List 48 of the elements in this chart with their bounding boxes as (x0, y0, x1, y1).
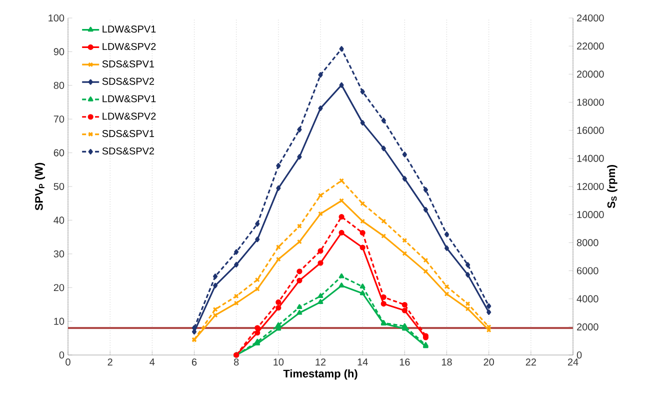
x-tick-label: 18 (442, 358, 452, 366)
y2-tick-label: 14000 (577, 154, 604, 162)
x-tick-label: 16 (400, 358, 410, 366)
y2-tick-label: 2000 (577, 323, 598, 330)
x-tick-label: 8 (234, 358, 239, 366)
legend-label: SDS&SPV2 (102, 78, 154, 85)
y2-tick-label: 20000 (577, 70, 604, 78)
y2-tick-label: 6000 (577, 267, 598, 274)
y-tick-label: 60 (54, 149, 64, 156)
y-tick-label: 20 (54, 284, 64, 292)
y-tick-label: 70 (54, 116, 64, 123)
x-tick-label: 20 (484, 358, 494, 366)
x-tick-label: 12 (316, 358, 326, 366)
x-tick-label: 10 (274, 358, 284, 366)
y-tick-label: 80 (54, 82, 64, 89)
legend-label: LDW&SPV1 (102, 26, 156, 33)
y-tick-label: 50 (54, 182, 64, 190)
x-tick-label: 0 (66, 358, 70, 366)
y-tick-label: 90 (54, 48, 64, 56)
legend-label: SDS&SPV1 (102, 130, 154, 138)
legend-label: SDS&SPV1 (102, 60, 154, 68)
y2-tick-label: 0 (576, 351, 582, 359)
y-tick-label: 0 (59, 351, 64, 359)
x-tick-label: 4 (150, 358, 155, 366)
y2-tick-label: 10000 (577, 211, 604, 218)
y2-tick-label: 4000 (576, 295, 598, 302)
x-tick-label: 22 (526, 358, 536, 366)
legend-label: LDW&SPV2 (102, 112, 156, 120)
legend-label: LDW&SPV2 (102, 42, 156, 50)
x-axis-title: Timestamp (h) (283, 369, 358, 380)
x-tick-label: 24 (568, 358, 578, 366)
y-tick-label: 100 (48, 14, 64, 22)
y2-tick-label: 22000 (577, 42, 604, 50)
y-axis-title: SPV$_{P}$ (W) (34, 162, 45, 210)
y-tick-label: 30 (54, 250, 64, 258)
x-tick-label: 2 (108, 358, 112, 366)
y2-tick-label: 16000 (577, 126, 604, 134)
legend-label: SDS&SPV2 (102, 147, 154, 155)
y2-tick-label: 18000 (577, 98, 604, 106)
y2-tick-label: 24000 (577, 14, 604, 22)
x-tick-label: 6 (192, 358, 197, 366)
y2-tick-label: 8000 (576, 239, 598, 246)
x-tick-label: 14 (358, 358, 368, 366)
y-tick-label: 40 (54, 216, 64, 224)
y2-axis-title: S$_{S}$ (rpm) (607, 165, 618, 208)
y2-tick-label: 12000 (577, 182, 604, 190)
legend-label: LDW&SPV1 (102, 95, 156, 102)
y-tick-label: 10 (54, 318, 64, 325)
